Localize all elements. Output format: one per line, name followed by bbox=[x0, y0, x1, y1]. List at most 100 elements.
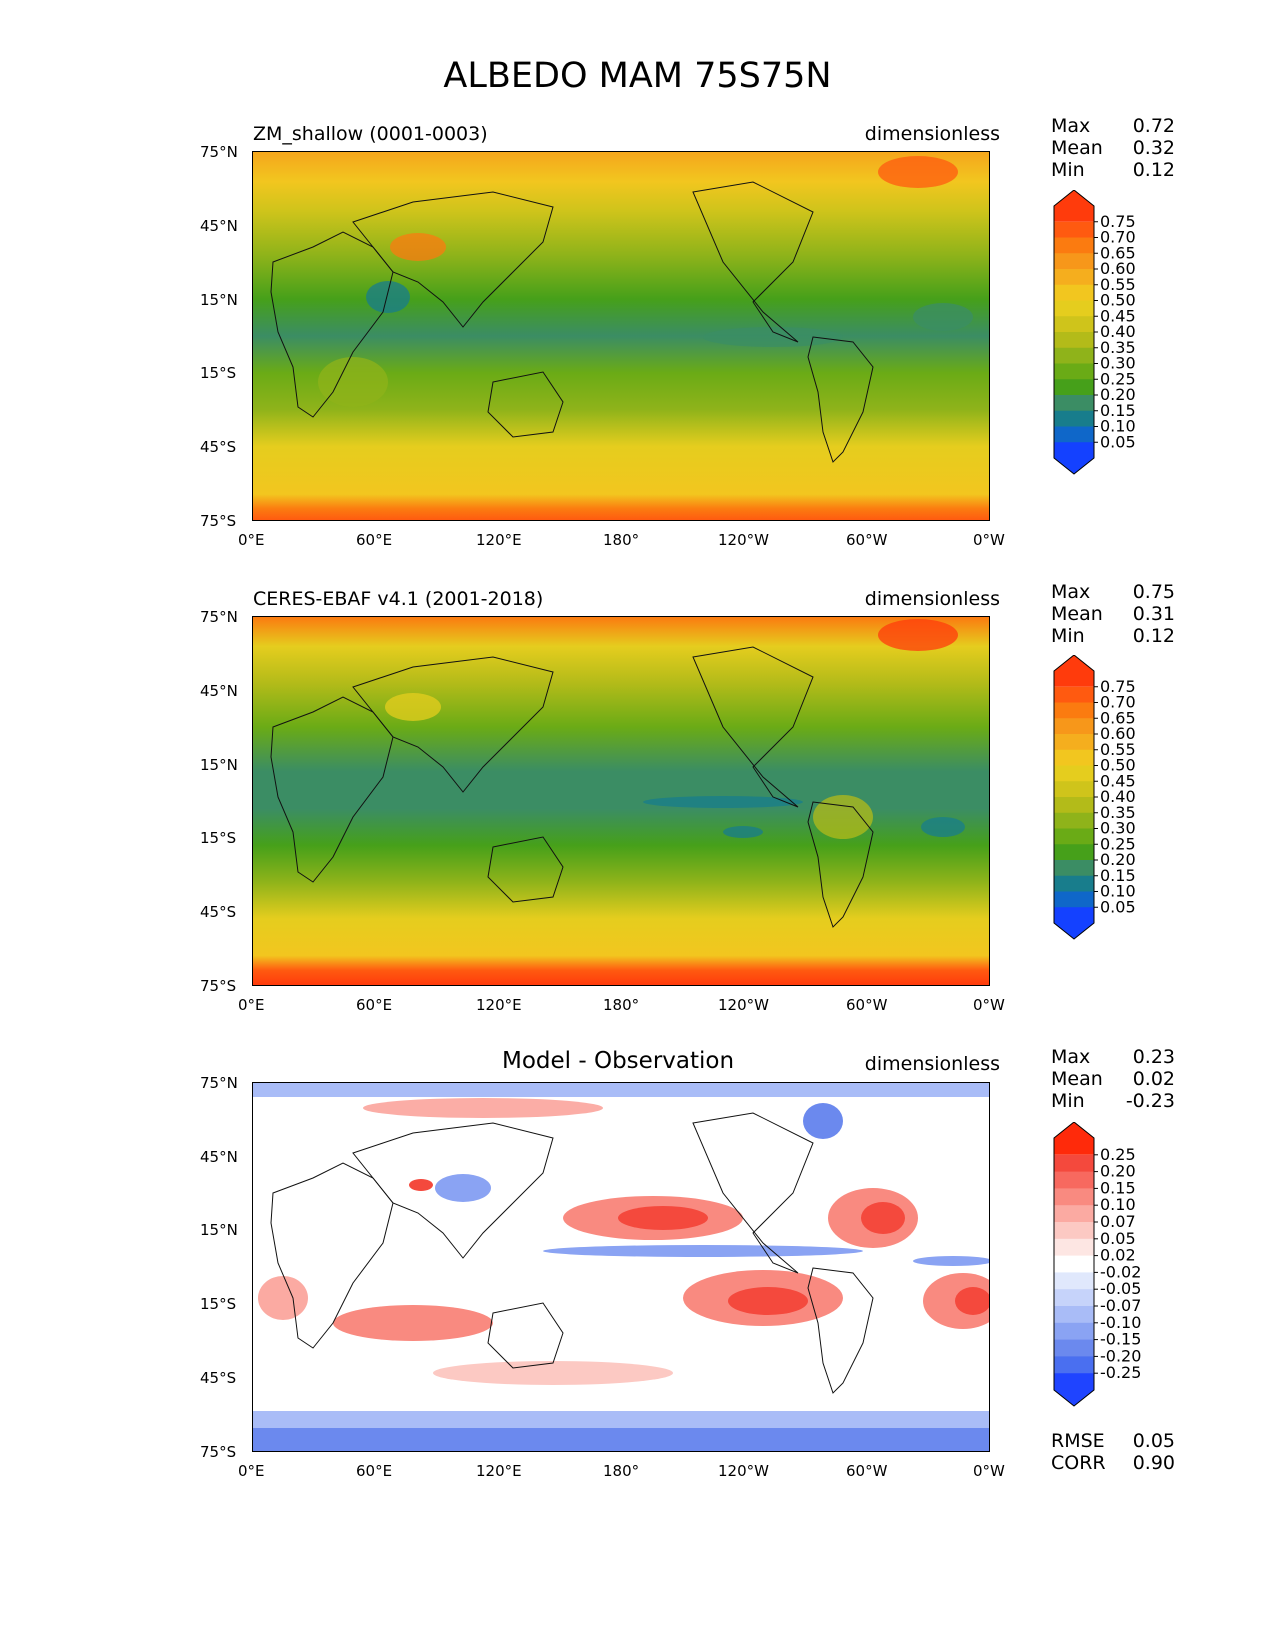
colorbar-1-label-6: 0.45 bbox=[1100, 306, 1136, 325]
colorbar-3-segment-6 bbox=[1054, 1238, 1094, 1257]
colorbar-3-label-8: -0.05 bbox=[1100, 1279, 1141, 1298]
panel-2-title: CERES-EBAF v4.1 (2001-2018) bbox=[253, 588, 544, 610]
colorbar-2-label-7: 0.40 bbox=[1100, 787, 1136, 806]
diff-features bbox=[253, 1083, 989, 1451]
panel-3-map-svg bbox=[253, 1083, 989, 1451]
panel-1-units: dimensionless bbox=[864, 123, 1000, 145]
colorbar-1-segment-0 bbox=[1054, 190, 1094, 222]
colorbar-2-label-5: 0.50 bbox=[1100, 756, 1136, 775]
colorbar-3-label-7: -0.02 bbox=[1100, 1262, 1141, 1281]
p3-xtick-5: 60°W bbox=[846, 1462, 888, 1480]
colorbar-1-label-11: 0.20 bbox=[1100, 385, 1136, 404]
p3-xtick-0: 0°E bbox=[238, 1462, 265, 1480]
panel-2-colorbar: 0.750.700.650.600.550.500.450.400.350.30… bbox=[1053, 655, 1136, 940]
colorbar-1-label-13: 0.10 bbox=[1100, 417, 1136, 436]
colorbar-3-segment-5 bbox=[1054, 1222, 1094, 1240]
p2-xtick-3: 180° bbox=[603, 996, 640, 1014]
colorbar-2-label-2: 0.65 bbox=[1100, 708, 1136, 727]
p1-stat-value-mean: 0.32 bbox=[1132, 137, 1175, 159]
colorbar-2-label-11: 0.20 bbox=[1100, 850, 1136, 869]
p2-xtick-6: 0°W bbox=[973, 996, 1005, 1014]
continent-outlines bbox=[270, 181, 874, 463]
colorbar-1-segment-14 bbox=[1054, 426, 1094, 443]
colorbar-1-segment-11 bbox=[1054, 379, 1094, 396]
colorbar-3-segment-2 bbox=[1054, 1171, 1094, 1189]
p3-xtick-2: 120°E bbox=[476, 1462, 522, 1480]
panel-2-units: dimensionless bbox=[864, 588, 1000, 610]
colorbar-3-label-2: 0.15 bbox=[1100, 1178, 1136, 1197]
p1-stat-label-mean: Mean bbox=[1051, 137, 1103, 159]
colorbar-2-segment-1 bbox=[1054, 686, 1094, 703]
colorbar-2-segment-3 bbox=[1054, 718, 1094, 735]
colorbar-1-label-2: 0.65 bbox=[1100, 243, 1136, 262]
colorbar-3-label-9: -0.07 bbox=[1100, 1296, 1141, 1315]
p1-stat-label-max: Max bbox=[1051, 115, 1091, 137]
p3-ytick-4: 45°S bbox=[200, 1369, 237, 1387]
colorbar-1-segment-8 bbox=[1054, 332, 1094, 349]
colorbar-1-segment-6 bbox=[1054, 300, 1094, 317]
colorbar-1-segment-13 bbox=[1054, 410, 1094, 427]
p2-xtick-5: 60°W bbox=[846, 996, 888, 1014]
colorbar-1-label-7: 0.40 bbox=[1100, 322, 1136, 341]
panel-1-map bbox=[252, 151, 990, 521]
p3-xtick-6: 0°W bbox=[973, 1462, 1005, 1480]
colorbar-1-segment-3 bbox=[1054, 253, 1094, 270]
p2-ytick-0: 75°N bbox=[200, 608, 238, 626]
colorbar-2-label-1: 0.70 bbox=[1100, 693, 1136, 712]
panel-1-map-svg bbox=[253, 152, 989, 520]
p2-stat-value-mean: 0.31 bbox=[1132, 603, 1175, 625]
colorbar-1-segment-5 bbox=[1054, 284, 1094, 301]
corr-label: CORR bbox=[1051, 1452, 1106, 1474]
colorbar-2-label-4: 0.55 bbox=[1100, 740, 1136, 759]
colorbar-1-label-5: 0.50 bbox=[1100, 291, 1136, 310]
p1-stat-label-min: Min bbox=[1051, 159, 1085, 181]
p2-stat-value-max: 0.75 bbox=[1132, 581, 1175, 603]
panel-2-map-svg bbox=[253, 617, 989, 985]
colorbar-2-label-10: 0.25 bbox=[1100, 834, 1136, 853]
colorbar-1-segment-12 bbox=[1054, 395, 1094, 412]
p1-xtick-5: 60°W bbox=[846, 531, 888, 549]
p3-ytick-0: 75°N bbox=[200, 1074, 238, 1092]
obs-features bbox=[385, 619, 965, 839]
colorbar-3-segment-14 bbox=[1054, 1373, 1094, 1406]
p1-ytick-2: 15°N bbox=[200, 291, 238, 309]
colorbar-3-segment-13 bbox=[1054, 1356, 1094, 1374]
colorbar-2-segment-2 bbox=[1054, 702, 1094, 719]
colorbar-3-label-13: -0.25 bbox=[1100, 1363, 1141, 1382]
diff-field bbox=[253, 1083, 989, 1451]
panel-1-title: ZM_shallow (0001-0003) bbox=[253, 123, 488, 145]
colorbar-3-segment-4 bbox=[1054, 1205, 1094, 1223]
continent-outlines bbox=[270, 1112, 874, 1394]
corr-value: 0.90 bbox=[1132, 1452, 1175, 1474]
colorbar-3-segment-9 bbox=[1054, 1289, 1094, 1307]
colorbar-1-segment-7 bbox=[1054, 316, 1094, 333]
colorbar-2-segment-13 bbox=[1054, 875, 1094, 892]
colorbar-1-segment-2 bbox=[1054, 237, 1094, 254]
colorbar-3-segment-8 bbox=[1054, 1272, 1094, 1290]
p2-xtick-1: 60°E bbox=[356, 996, 393, 1014]
colorbar-1-segment-9 bbox=[1054, 347, 1094, 364]
model-features bbox=[318, 156, 973, 407]
figure-title: ALBEDO MAM 75S75N bbox=[443, 56, 832, 96]
colorbar-2-segment-15 bbox=[1054, 907, 1094, 939]
panel-3-title: Model - Observation bbox=[502, 1048, 735, 1074]
p2-xtick-4: 120°W bbox=[718, 996, 769, 1014]
p3-xtick-3: 180° bbox=[603, 1462, 640, 1480]
colorbar-2-segment-0 bbox=[1054, 655, 1094, 687]
p2-ytick-1: 45°N bbox=[200, 682, 238, 700]
colorbar-2-segment-10 bbox=[1054, 828, 1094, 845]
p2-stat-label-min: Min bbox=[1051, 625, 1085, 647]
colorbar-1-outline bbox=[1053, 190, 1095, 475]
p1-xtick-2: 120°E bbox=[476, 531, 522, 549]
p2-xtick-2: 120°E bbox=[476, 996, 522, 1014]
p3-ytick-3: 15°S bbox=[200, 1295, 237, 1313]
p2-stat-label-mean: Mean bbox=[1051, 603, 1103, 625]
p2-stat-value-min: 0.12 bbox=[1132, 625, 1175, 647]
colorbar-3-label-3: 0.10 bbox=[1100, 1195, 1136, 1214]
p1-ytick-4: 45°S bbox=[200, 438, 237, 456]
colorbar-3-segment-1 bbox=[1054, 1154, 1094, 1173]
colorbar-2-label-13: 0.10 bbox=[1100, 882, 1136, 901]
colorbar-3-segment-7 bbox=[1054, 1255, 1094, 1273]
colorbar-2-segment-6 bbox=[1054, 765, 1094, 782]
colorbar-1-segment-10 bbox=[1054, 363, 1094, 380]
